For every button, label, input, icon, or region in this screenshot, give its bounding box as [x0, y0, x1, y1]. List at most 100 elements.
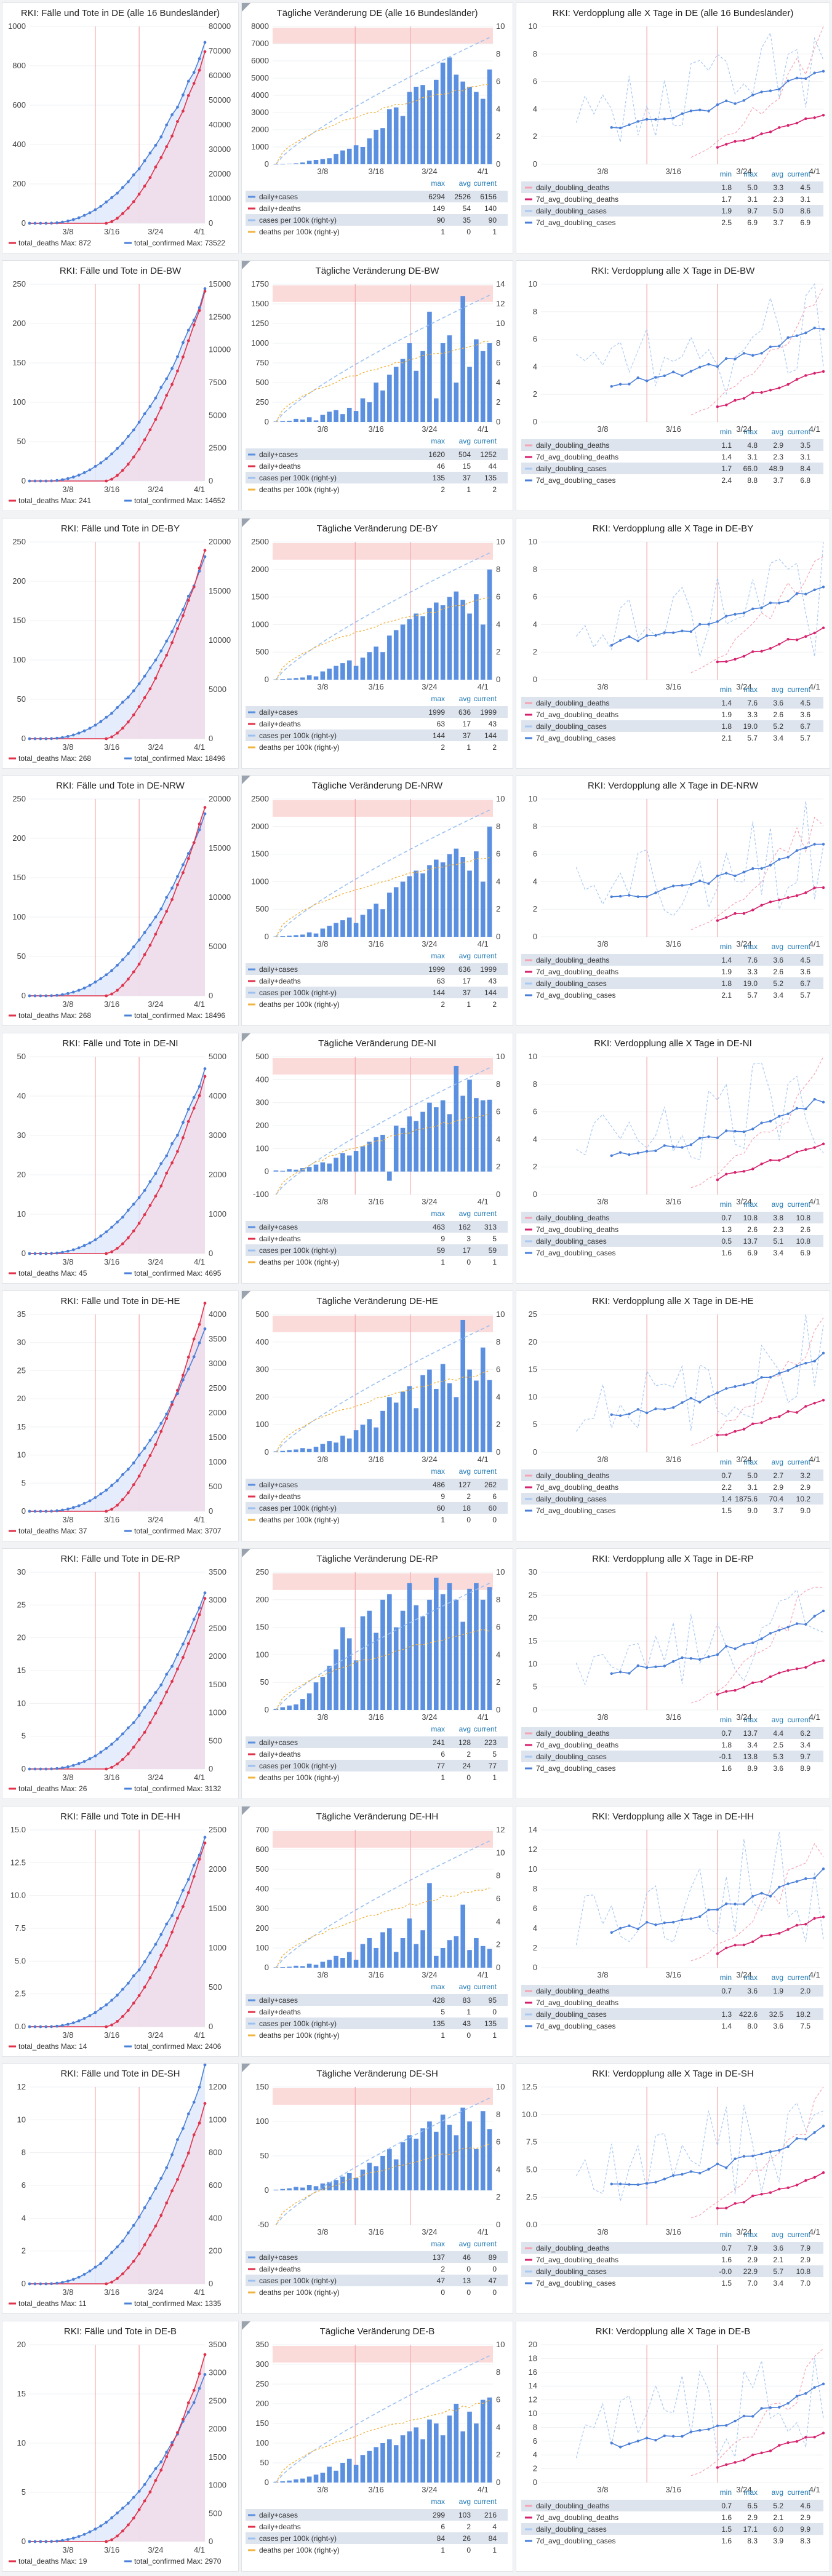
avg-doubling-cases-point — [760, 1637, 763, 1640]
daily-cases-bar — [280, 679, 286, 680]
stats-header: max — [431, 952, 445, 960]
y-right-tick-label: 8 — [496, 1337, 500, 1346]
avg-doubling-deaths-point — [822, 1659, 825, 1662]
y-left-tick-label: 2000 — [251, 565, 269, 574]
y-left-tick-label: 10 — [17, 2115, 26, 2124]
y-right-tick-label: 8 — [496, 1871, 500, 1880]
panel-info-icon[interactable]: i — [242, 776, 250, 790]
stats-current: 2 — [492, 1000, 497, 1009]
panel-info-icon[interactable]: i — [242, 2321, 250, 2336]
avg-doubling-cases-point — [786, 79, 790, 82]
stats-current: 43 — [489, 977, 497, 985]
daily-cases-bar — [433, 602, 439, 680]
daily-cases-bar — [474, 1098, 479, 1172]
avg-doubling-cases-point — [716, 620, 719, 623]
avg-doubling-deaths-point — [760, 904, 763, 907]
daily-cases-bar — [374, 1632, 378, 1710]
avg-doubling-cases-point — [795, 1622, 799, 1625]
daily-cases-bar — [433, 1388, 439, 1452]
panel-info-icon[interactable]: i — [242, 1807, 250, 1821]
daily-cases-bar — [287, 1169, 292, 1172]
confirmed-point — [126, 952, 130, 955]
stats-avg: 37 — [463, 988, 471, 997]
confirmed-point — [88, 1499, 92, 1503]
y-left-tick-label: 0 — [22, 2279, 26, 2288]
panel-info-icon[interactable]: i — [242, 1033, 250, 1048]
avg-doubling-deaths-point — [786, 1669, 790, 1672]
doubling-panel: RKI: Verdopplung alle X Tage in DE-NI 0 2 4… — [516, 1033, 830, 1284]
legend-total-confirmed: total_confirmed Max: 3132 — [134, 1784, 222, 1793]
deaths-point — [116, 2277, 119, 2280]
y-right-tick-label: 4 — [496, 619, 500, 629]
avg-doubling-deaths-point — [804, 1666, 807, 1669]
doubling-stats-header: max — [743, 1973, 758, 1982]
deaths-point — [116, 2534, 119, 2538]
daily-cases-bar — [327, 158, 332, 164]
daily-change-panel: i Tägliche Veränderung DE-NRW 0 500 1000 1500… — [241, 775, 513, 1026]
confirmed-point — [55, 1767, 58, 1770]
y-left-tick-label: 3000 — [251, 108, 269, 117]
daily-cases-bar — [334, 923, 338, 937]
confirmed-point — [203, 555, 207, 559]
doubling-avg: 5.7 — [773, 2267, 783, 2276]
daily-cases-bar — [360, 2455, 366, 2483]
deaths-point — [137, 2252, 141, 2256]
confirmed-point — [154, 396, 158, 400]
y-right-tick-label: 10000 — [209, 345, 231, 354]
daily-cases-bar — [320, 671, 326, 680]
daily-cases-bar — [480, 1347, 486, 1452]
panel-info-icon[interactable]: i — [242, 3, 250, 18]
deaths-point — [143, 438, 146, 442]
y-left-tick-label: 200 — [255, 1392, 269, 1401]
confirmed-point — [143, 1447, 146, 1450]
legend-total-deaths: total_deaths Max: 241 — [18, 496, 91, 505]
avg-doubling-deaths-point — [716, 146, 719, 149]
avg-doubling-deaths-point — [725, 916, 728, 919]
deaths-point — [176, 2177, 179, 2181]
deaths-point — [198, 566, 201, 570]
panel-info-icon[interactable]: i — [242, 1291, 250, 1306]
stats-row-stripe — [521, 205, 823, 217]
deaths-point — [159, 1701, 163, 1705]
stats-row-stripe — [521, 2242, 823, 2254]
daily-cases-bar — [454, 1599, 459, 1710]
confirmed-point — [165, 2166, 169, 2169]
doubling-avg: 5.0 — [773, 207, 783, 215]
confirmed-point — [110, 1743, 113, 1746]
doubling-current: 3.2 — [800, 1471, 810, 1480]
avg-doubling-deaths-point — [725, 143, 728, 146]
panel-info-icon[interactable]: i — [242, 2064, 250, 2078]
doubling-series-name: daily_doubling_deaths — [536, 2502, 609, 2510]
avg-doubling-cases-point — [725, 2166, 728, 2169]
stats-current: 4 — [492, 2522, 497, 2531]
confirmed-point — [148, 666, 152, 670]
avg-doubling-cases-point — [804, 77, 807, 81]
daily-cases-bar — [360, 658, 366, 680]
y-tick-label: 8 — [533, 49, 537, 58]
avg-doubling-cases-point — [716, 365, 719, 368]
x-tick-label: 3/24 — [148, 742, 163, 752]
confirmed-point — [186, 852, 190, 855]
y-tick-label: 8 — [533, 1079, 537, 1089]
daily-change-panel: i Tägliche Veränderung DE-HE 0 100 200 300 400… — [241, 1290, 513, 1541]
avg-doubling-cases-point — [778, 602, 781, 605]
avg-doubling-deaths-point — [769, 1933, 772, 1937]
daily-cases-bar — [387, 1594, 392, 1710]
deaths-point — [203, 50, 207, 54]
legend-total-confirmed: total_confirmed Max: 1335 — [134, 2299, 222, 2308]
stats-row-stripe — [521, 1235, 823, 1247]
panel-info-icon[interactable]: i — [242, 519, 250, 533]
confirmed-point — [82, 213, 86, 217]
legend-total-deaths: total_deaths Max: 14 — [18, 2042, 87, 2051]
doubling-current: 2.9 — [800, 2513, 810, 2522]
confirmed-point — [110, 1225, 113, 1229]
panel-info-icon[interactable]: i — [242, 261, 250, 276]
daily-cases-bar — [433, 79, 439, 164]
threshold-band — [273, 1316, 493, 1332]
x-tick-label: 4/1 — [809, 1712, 820, 1722]
panel-info-icon[interactable]: i — [242, 1549, 250, 1564]
y-tick-label: 6 — [533, 592, 537, 602]
